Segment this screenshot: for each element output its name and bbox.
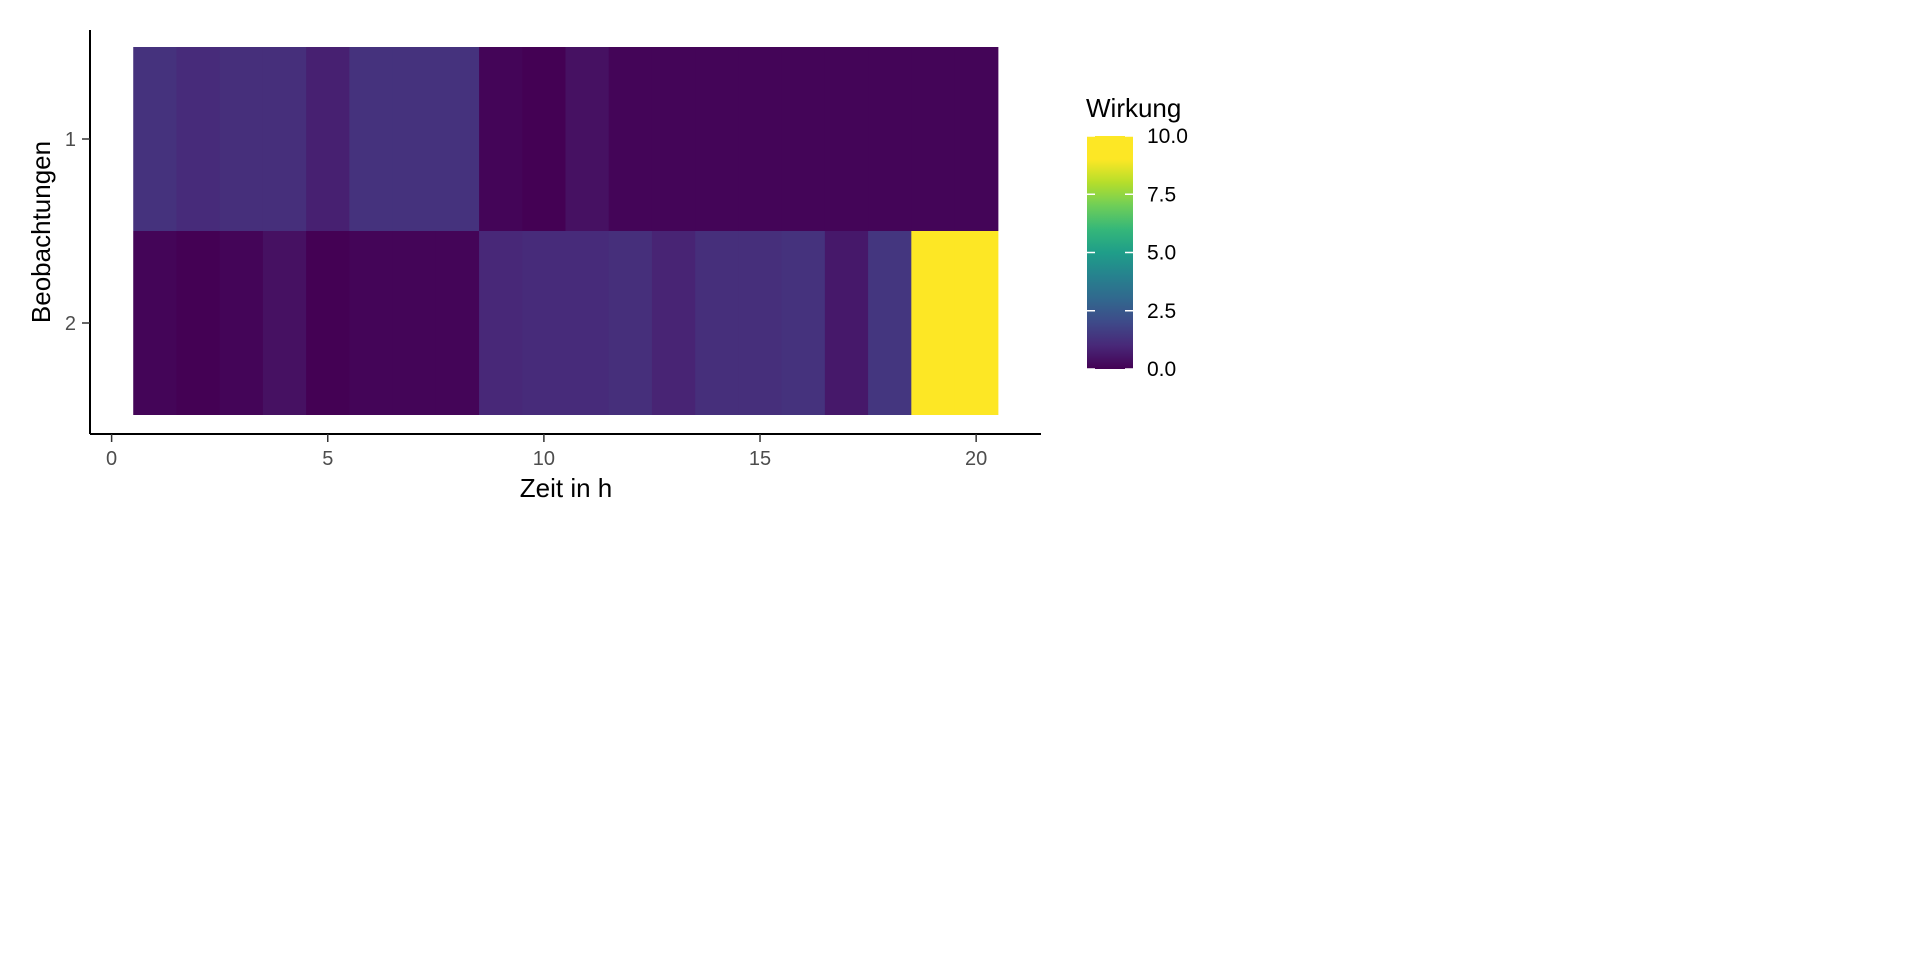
heatmap-cell <box>262 47 307 231</box>
heatmap-cell <box>176 47 221 231</box>
x-tick-label: 0 <box>106 448 117 470</box>
heatmap-cell <box>306 47 350 231</box>
heatmap-cell <box>435 47 480 231</box>
heatmap-cell <box>522 47 567 231</box>
heatmap-cell <box>911 47 956 231</box>
heatmap-cell <box>133 231 178 415</box>
heatmap-cell <box>954 47 999 231</box>
legend-tick-label: 0.0 <box>1147 358 1176 381</box>
x-axis-ticks: 0 5 10 15 20 <box>106 434 987 470</box>
y-tick-label: 2 <box>65 313 76 335</box>
heatmap-cell <box>349 231 394 415</box>
x-tick-label: 20 <box>965 448 987 470</box>
legend-ticks: 0.0 2.5 5.0 7.5 10.0 <box>1087 125 1188 381</box>
y-tick-label: 1 <box>65 129 76 151</box>
legend-tick-label: 5.0 <box>1147 242 1176 265</box>
heatmap-cell <box>608 231 653 415</box>
heatmap-cell <box>738 231 783 415</box>
heatmap-cell <box>695 231 740 415</box>
heatmap-cell <box>349 47 394 231</box>
heatmap-cell <box>306 231 350 415</box>
heatmap-cell <box>133 47 178 231</box>
legend-tick-label: 10.0 <box>1147 125 1188 148</box>
heatmap-cell <box>479 231 523 415</box>
heatmap-cell <box>868 47 912 231</box>
heatmap-cells <box>133 47 999 415</box>
y-axis-title: Beobachtungen <box>26 141 56 323</box>
heatmap-cell <box>176 231 221 415</box>
heatmap-cell <box>392 231 437 415</box>
heatmap-cell <box>479 47 523 231</box>
heatmap-cell <box>781 47 826 231</box>
heatmap-cell <box>262 231 307 415</box>
x-tick-label: 5 <box>322 448 333 470</box>
heatmap-cell <box>954 231 999 415</box>
legend: Wirkung 0.0 2.5 5.0 7.5 10.0 <box>1086 93 1188 381</box>
heatmap-cell <box>392 47 437 231</box>
heatmap-cell <box>695 47 740 231</box>
heatmap-cell <box>608 47 653 231</box>
x-tick-label: 15 <box>749 448 771 470</box>
legend-tick-label: 7.5 <box>1147 183 1176 206</box>
heatmap-cell <box>824 47 869 231</box>
legend-title: Wirkung <box>1086 93 1181 123</box>
heatmap-cell <box>219 231 264 415</box>
heatmap-cell <box>522 231 567 415</box>
heatmap-cell <box>781 231 826 415</box>
heatmap-cell <box>651 231 696 415</box>
heatmap-cell <box>824 231 869 415</box>
x-axis-title: Zeit in h <box>520 473 613 503</box>
heatmap-cell <box>435 231 480 415</box>
heatmap-cell <box>738 47 783 231</box>
x-tick-label: 10 <box>533 448 555 470</box>
heatmap-cell <box>565 231 610 415</box>
y-axis-ticks: 12 <box>65 129 90 335</box>
heatmap-cell <box>565 47 610 231</box>
heatmap-cell <box>219 47 264 231</box>
heatmap-cell <box>868 231 912 415</box>
legend-tick-label: 2.5 <box>1147 300 1176 323</box>
heatmap-cell <box>651 47 696 231</box>
heatmap-cell <box>911 231 956 415</box>
